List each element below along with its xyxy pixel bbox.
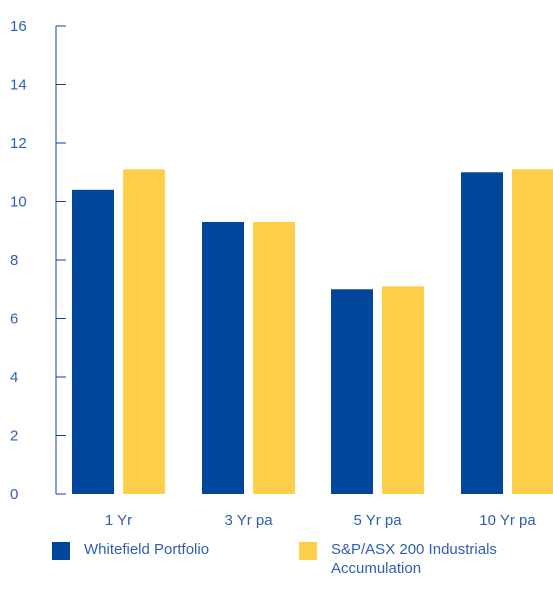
y-tick-label: 12 <box>10 135 27 152</box>
x-category-label: 5 Yr pa <box>353 512 402 529</box>
bar-asx200-2 <box>253 221 295 494</box>
legend-swatch-whitefield <box>52 542 70 560</box>
bar-whitefield-3 <box>331 289 373 494</box>
y-tick-label: 14 <box>10 77 27 94</box>
x-category-label: 3 Yr pa <box>224 512 273 529</box>
legend: Whitefield Portfolio S&P/ASX 200 Industr… <box>52 540 553 600</box>
bars <box>72 169 553 495</box>
legend-item-asx200: S&P/ASX 200 Industrials Accumulation <box>299 540 549 578</box>
x-category-label: 1 Yr <box>105 512 132 529</box>
legend-item-whitefield: Whitefield Portfolio <box>52 540 209 560</box>
y-tick-label: 4 <box>10 369 18 386</box>
legend-label-asx200: S&P/ASX 200 Industrials Accumulation <box>331 541 497 577</box>
x-category-label: 10 Yr pa <box>479 512 536 529</box>
x-axis-labels: 1 Yr 3 Yr pa 5 Yr pa 10 Yr pa <box>105 512 536 529</box>
bar-whitefield-4 <box>461 172 503 494</box>
y-tick-label: 8 <box>10 252 18 269</box>
bar-asx200-3 <box>382 286 424 494</box>
y-tick-label: 10 <box>10 194 27 211</box>
legend-label-whitefield: Whitefield Portfolio <box>84 541 210 558</box>
bar-asx200-4 <box>512 169 553 494</box>
y-axis: 0 2 4 6 8 10 12 14 16 <box>10 18 66 503</box>
y-tick-label: 6 <box>10 311 18 328</box>
bar-asx200-1 <box>123 169 165 494</box>
y-tick-label: 2 <box>10 428 18 445</box>
legend-swatch-asx200 <box>299 542 317 560</box>
y-tick-label: 0 <box>10 486 18 503</box>
y-tick-label: 16 <box>10 18 27 35</box>
bar-whitefield-2 <box>202 221 244 494</box>
bar-whitefield-1 <box>72 189 114 495</box>
